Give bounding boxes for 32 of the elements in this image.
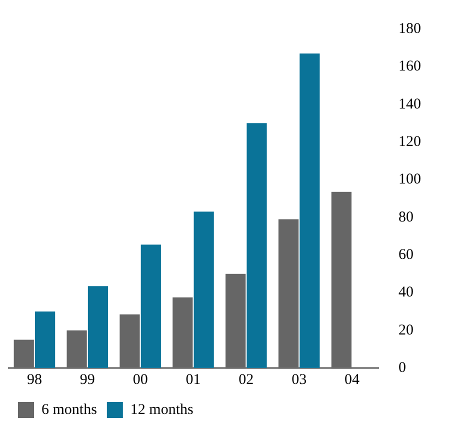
bar (226, 274, 246, 368)
y-tick-label: 160 (398, 58, 421, 75)
bar (300, 53, 320, 368)
y-tick-label: 180 (398, 20, 421, 37)
y-tick-label: 0 (398, 360, 406, 376)
x-tick-label: 98 (26, 372, 42, 388)
bar (66, 330, 87, 368)
y-tick-label: 80 (398, 209, 414, 226)
bar (194, 212, 214, 368)
y-tick-label: 20 (398, 322, 414, 338)
y-tick-label: 140 (398, 96, 421, 112)
legend-label: 12 months (130, 402, 194, 418)
y-tick-label: 120 (398, 134, 421, 150)
bar (331, 192, 352, 368)
bar (140, 244, 161, 368)
x-tick-label: 99 (80, 372, 95, 388)
y-tick-label: 60 (398, 246, 414, 263)
legend-label: 6 months (42, 402, 98, 418)
bar (14, 340, 34, 368)
x-tick-label: 00 (132, 372, 148, 388)
bar (88, 286, 108, 368)
bar (172, 297, 193, 368)
x-tick-label: 01 (186, 372, 201, 388)
bar (246, 123, 267, 368)
x-tick-label: 04 (344, 372, 360, 388)
x-tick-label: 03 (292, 372, 307, 388)
bar (34, 312, 56, 368)
y-tick-label: 100 (398, 172, 421, 188)
bar (278, 219, 299, 368)
x-tick-label: 02 (238, 372, 254, 388)
bar (120, 314, 140, 368)
y-tick-label: 40 (398, 284, 414, 301)
